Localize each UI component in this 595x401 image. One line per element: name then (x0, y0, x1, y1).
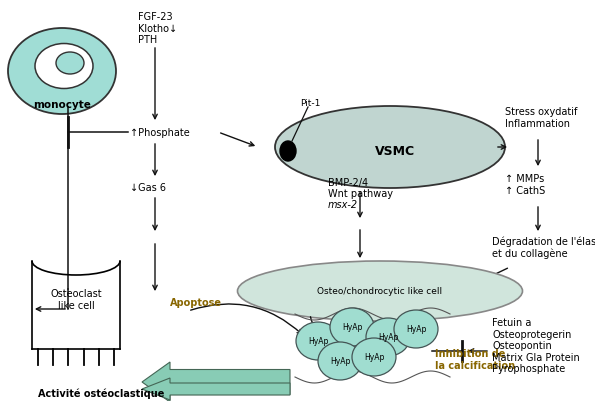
Ellipse shape (280, 142, 296, 162)
FancyArrow shape (142, 378, 290, 400)
Ellipse shape (237, 261, 522, 321)
Ellipse shape (35, 45, 93, 89)
Text: BMP-2/4: BMP-2/4 (328, 178, 368, 188)
Text: Activité ostéoclastique: Activité ostéoclastique (38, 387, 164, 398)
Text: HyAp: HyAp (308, 337, 328, 346)
Text: Apoptose: Apoptose (170, 297, 222, 307)
Ellipse shape (366, 318, 410, 356)
Text: ↓Gas 6: ↓Gas 6 (130, 182, 166, 192)
Text: msx-2: msx-2 (328, 200, 358, 209)
Text: HyAp: HyAp (330, 356, 350, 366)
Text: Fetuin a
Osteoprotegerin
Osteopontin
Matrix Gla Protein
Pyrophosphate: Fetuin a Osteoprotegerin Osteopontin Mat… (492, 317, 580, 373)
Text: HyAp: HyAp (342, 323, 362, 332)
Text: FGF-23
Klotho↓
PTH: FGF-23 Klotho↓ PTH (138, 12, 177, 45)
Text: HyAp: HyAp (378, 333, 398, 342)
Text: Osteoclast
like cell: Osteoclast like cell (50, 288, 102, 310)
Text: Inhibition de
la calcification: Inhibition de la calcification (435, 348, 515, 370)
Ellipse shape (56, 53, 84, 75)
Text: ↑Phosphate: ↑Phosphate (130, 128, 190, 138)
Ellipse shape (318, 342, 362, 380)
Text: HyAp: HyAp (364, 352, 384, 362)
Ellipse shape (330, 308, 374, 346)
Text: Stress oxydatif
Inflammation: Stress oxydatif Inflammation (505, 107, 577, 128)
Text: ↑ MMPs
↑ CathS: ↑ MMPs ↑ CathS (505, 174, 545, 195)
FancyArrow shape (142, 362, 290, 401)
Ellipse shape (394, 310, 438, 348)
Text: monocyte: monocyte (33, 100, 91, 110)
Ellipse shape (296, 322, 340, 360)
Ellipse shape (275, 107, 505, 188)
Ellipse shape (352, 338, 396, 376)
Text: Wnt pathway: Wnt pathway (328, 188, 393, 198)
Text: Dégradation de l'élastine
et du collagène: Dégradation de l'élastine et du collagèn… (492, 236, 595, 259)
Text: VSMC: VSMC (375, 145, 415, 158)
Ellipse shape (8, 29, 116, 115)
Text: HyAp: HyAp (406, 325, 426, 334)
Text: Osteo/chondrocytic like cell: Osteo/chondrocytic like cell (318, 287, 443, 296)
Text: Pit-1: Pit-1 (300, 99, 320, 108)
